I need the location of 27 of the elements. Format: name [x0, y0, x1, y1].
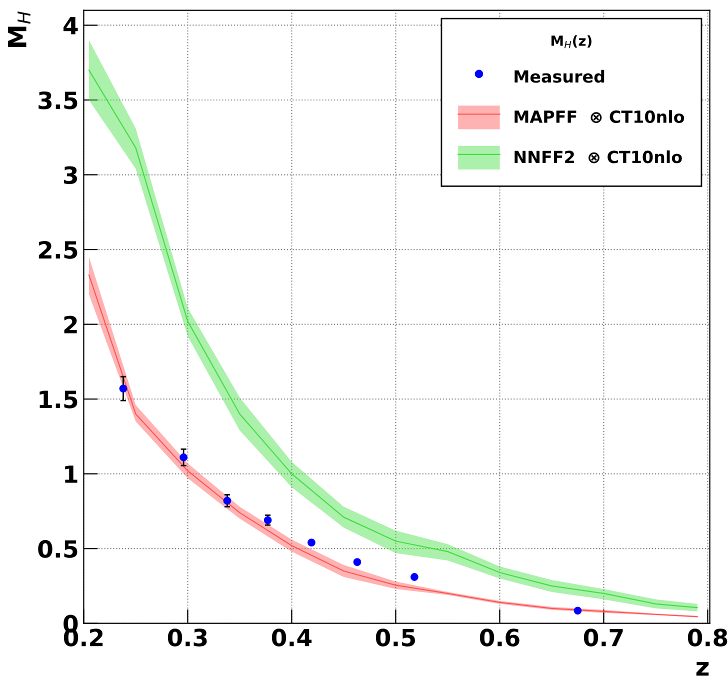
- point: [308, 538, 316, 547]
- x-tick-label: 0.8: [688, 628, 728, 646]
- point: [119, 384, 128, 393]
- y-tick-label: 1.5: [40, 390, 78, 408]
- x-tick-label: 0.4: [272, 628, 312, 646]
- point: [574, 606, 582, 615]
- y-tick-label: 3: [64, 166, 77, 184]
- y-tick-label: 2: [64, 316, 77, 334]
- point: [353, 558, 362, 566]
- point: [223, 496, 232, 505]
- x-tick-label: 0.3: [168, 628, 207, 646]
- point: [180, 453, 188, 462]
- x-tick-label: 0.6: [480, 628, 520, 646]
- y-tick-label: 4: [63, 16, 78, 34]
- x-axis-title: z: [696, 662, 709, 676]
- y-tick-label: 1: [65, 466, 78, 483]
- x-tick-label: 0.7: [584, 628, 623, 646]
- legend-label: NNFF2 ⊗ CT10nlo: [514, 150, 682, 164]
- x-tick-label: 0.5: [376, 628, 415, 646]
- legend-label: MAPFF ⊗ CT10nlo: [514, 110, 684, 124]
- y-tick-label: 2.5: [38, 240, 78, 259]
- point: [410, 573, 418, 581]
- y-tick-label: 0.5: [38, 540, 78, 558]
- y-axis-title: M$_{H}$: [8, 11, 30, 47]
- legend-label: Measured: [514, 70, 604, 83]
- legend-title: M$_{H}$(z): [551, 35, 592, 48]
- y-tick-label: 3.5: [38, 91, 78, 110]
